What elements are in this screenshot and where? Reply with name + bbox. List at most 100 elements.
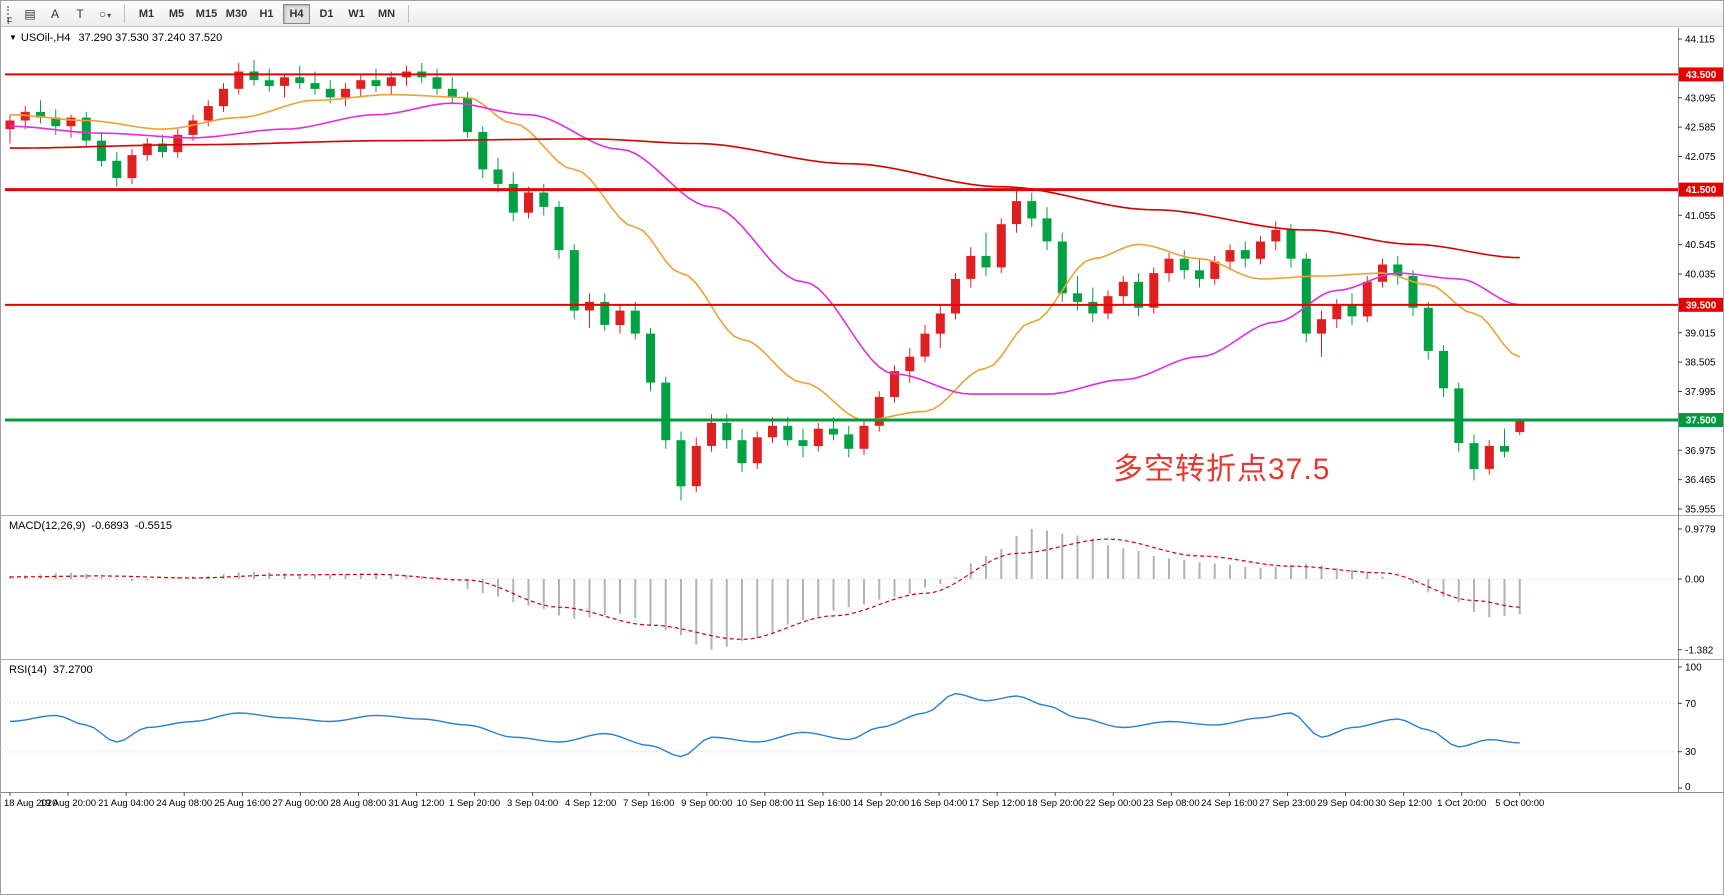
svg-text:43.500: 43.500 (1686, 70, 1717, 81)
svg-text:36.975: 36.975 (1685, 446, 1716, 457)
svg-text:38.505: 38.505 (1685, 358, 1716, 369)
svg-text:31 Aug 12:00: 31 Aug 12:00 (388, 798, 444, 809)
macd-main-value: -0.6893 (91, 520, 129, 532)
rsi-indicator-label: RSI(14) 37.2700 (9, 664, 99, 676)
ma-mid-magenta (9, 102, 1520, 395)
svg-text:43.095: 43.095 (1685, 93, 1716, 104)
chevron-down-icon: ▾ (107, 10, 112, 20)
svg-text:29 Sep 04:00: 29 Sep 04:00 (1317, 798, 1374, 809)
macd-signal-line (9, 538, 1520, 641)
svg-text:27 Aug 00:00: 27 Aug 00:00 (272, 798, 328, 809)
price-axis: 44.115 43.095 42.585 42.075 41.055 40.545 40.0… (1678, 35, 1716, 516)
svg-text:42.585: 42.585 (1685, 123, 1716, 134)
svg-text:19 Aug 20:00: 19 Aug 20:00 (40, 798, 96, 809)
rsi-line (9, 692, 1520, 758)
toolbar-separator-2 (408, 4, 409, 23)
chart-marker-icon: ▼ (9, 33, 17, 42)
svg-text:37.995: 37.995 (1685, 387, 1716, 398)
svg-text:25 Aug 16:00: 25 Aug 16:00 (214, 798, 270, 809)
price-tag-43.500 (1679, 67, 1723, 82)
rsi-name: RSI(14) (9, 664, 47, 676)
price-tag-41.500 (1679, 182, 1723, 197)
svg-text:23 Sep 08:00: 23 Sep 08:00 (1143, 798, 1200, 809)
svg-text:10 Sep 08:00: 10 Sep 08:00 (737, 798, 794, 809)
horizontal-lines: 43.500 41.500 39.500 37.500 (5, 67, 1723, 428)
svg-text:39.015: 39.015 (1685, 328, 1716, 339)
candles-layer (5, 60, 1525, 501)
charts-tool-button[interactable]: ▤ (19, 4, 41, 24)
svg-text:4 Sep 12:00: 4 Sep 12:00 (565, 798, 616, 809)
svg-text:14 Sep 20:00: 14 Sep 20:00 (853, 798, 910, 809)
svg-text:18 Sep 20:00: 18 Sep 20:00 (1027, 798, 1084, 809)
ma-fast-orange (9, 93, 1521, 421)
svg-text:40.545: 40.545 (1685, 240, 1716, 251)
timeframe-button-d1[interactable]: D1 (313, 4, 340, 24)
svg-text:24 Sep 16:00: 24 Sep 16:00 (1201, 798, 1258, 809)
svg-text:40.035: 40.035 (1685, 270, 1716, 281)
annotation-text[interactable]: 多空转折点37.5 (1113, 453, 1331, 486)
svg-text:37.500: 37.500 (1686, 416, 1717, 427)
svg-text:30: 30 (1685, 747, 1697, 758)
timeframe-button-mn[interactable]: MN (373, 4, 400, 24)
toolbar-drag-handle[interactable] (7, 5, 12, 22)
svg-text:22 Sep 00:00: 22 Sep 00:00 (1085, 798, 1142, 809)
svg-text:30 Sep 12:00: 30 Sep 12:00 (1375, 798, 1432, 809)
toolbar: ▤ A T ○▾ M1 M5 M15 M30 H1 H4 D1 W1 MN (1, 1, 1723, 27)
timeframe-button-h4[interactable]: H4 (283, 3, 310, 24)
rsi-panel: 100 70 30 0 (5, 663, 1702, 793)
toolbar-f-label: F (7, 16, 13, 26)
svg-text:0: 0 (1685, 782, 1691, 793)
svg-text:1 Oct 20:00: 1 Oct 20:00 (1437, 798, 1486, 809)
svg-text:36.465: 36.465 (1685, 475, 1716, 486)
symbol-period-label: USOil-,H4 (20, 32, 71, 44)
timeframe-button-m1[interactable]: M1 (133, 4, 160, 24)
svg-text:18 Aug 2020: 18 Aug 2020 (4, 798, 57, 809)
timeframe-button-m15[interactable]: M15 (193, 4, 220, 24)
macd-name: MACD(12,26,9) (9, 520, 86, 532)
svg-text:24 Aug 08:00: 24 Aug 08:00 (156, 798, 212, 809)
svg-text:42.075: 42.075 (1685, 152, 1716, 163)
svg-text:16 Sep 04:00: 16 Sep 04:00 (911, 798, 968, 809)
text-tool-button[interactable]: A (44, 4, 66, 24)
svg-text:21 Aug 04:00: 21 Aug 04:00 (98, 798, 154, 809)
svg-text:5 Oct 00:00: 5 Oct 00:00 (1495, 798, 1544, 809)
rsi-value: 37.2700 (52, 664, 93, 676)
svg-text:11 Sep 16:00: 11 Sep 16:00 (795, 798, 851, 809)
svg-text:0.9779: 0.9779 (1685, 524, 1716, 535)
svg-text:28 Aug 08:00: 28 Aug 08:00 (330, 798, 386, 809)
svg-text:27 Sep 23:00: 27 Sep 23:00 (1259, 798, 1316, 809)
svg-text:35.955: 35.955 (1685, 505, 1716, 516)
svg-text:9 Sep 00:00: 9 Sep 00:00 (681, 798, 732, 809)
svg-text:100: 100 (1685, 663, 1702, 674)
shapes-tool-button[interactable]: ○▾ (94, 4, 116, 24)
ohlc-values: 37.290 37.530 37.240 37.520 (78, 32, 223, 44)
macd-indicator-label: MACD(12,26,9) -0.6893 -0.5515 (9, 520, 178, 532)
svg-text:17 Sep 12:00: 17 Sep 12:00 (969, 798, 1026, 809)
price-tag-37.500 (1679, 413, 1723, 428)
timeframe-button-m5[interactable]: M5 (163, 4, 190, 24)
svg-text:39.500: 39.500 (1686, 300, 1717, 311)
svg-text:70: 70 (1685, 699, 1697, 710)
svg-text:41.500: 41.500 (1686, 185, 1717, 196)
timeframe-button-h1[interactable]: H1 (253, 4, 280, 24)
macd-signal-value: -0.5515 (134, 520, 173, 532)
svg-text:-1.382: -1.382 (1685, 645, 1714, 656)
svg-text:0.00: 0.00 (1685, 575, 1705, 586)
timeframe-button-m30[interactable]: M30 (223, 4, 250, 24)
toolbar-separator-1 (124, 4, 125, 23)
svg-text:7 Sep 16:00: 7 Sep 16:00 (623, 798, 674, 809)
price-tag-39.500 (1679, 297, 1723, 312)
svg-text:41.055: 41.055 (1685, 211, 1716, 222)
timeframe-button-w1[interactable]: W1 (343, 4, 370, 24)
panel-borders (1, 28, 1723, 793)
macd-panel: 0.9779 0.00 -1.382 (5, 524, 1716, 656)
ma-slow-red (10, 138, 1520, 259)
svg-text:3 Sep 04:00: 3 Sep 04:00 (507, 798, 558, 809)
svg-text:1 Sep 20:00: 1 Sep 20:00 (449, 798, 500, 809)
svg-text:44.115: 44.115 (1685, 35, 1715, 46)
chart-title: ▼ USOil-,H4 37.290 37.530 37.240 37.520 (9, 32, 222, 44)
label-tool-button[interactable]: T (69, 4, 91, 24)
shapes-icon: ○ (98, 6, 107, 21)
